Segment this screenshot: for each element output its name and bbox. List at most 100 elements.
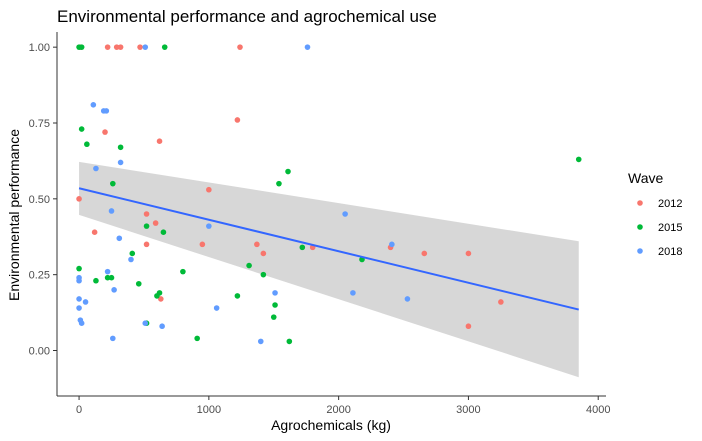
y-axis-title: Environmental performance xyxy=(6,129,22,301)
series-2018 xyxy=(76,44,411,345)
data-point xyxy=(237,44,243,50)
data-point xyxy=(111,287,117,293)
data-point xyxy=(102,129,108,135)
data-point xyxy=(76,196,82,202)
data-point xyxy=(421,250,428,257)
data-point xyxy=(465,250,472,257)
data-point xyxy=(234,117,241,123)
data-point xyxy=(270,314,277,320)
legend: Wave 2012 2015 2018 xyxy=(628,170,682,258)
trend-line xyxy=(78,187,579,311)
legend-items: 2012 2015 2018 xyxy=(637,198,682,258)
data-point xyxy=(276,180,282,187)
data-point xyxy=(156,290,163,296)
x-tick-label: 4000 xyxy=(586,404,610,416)
data-point xyxy=(128,256,134,263)
legend-key-2018 xyxy=(637,248,643,254)
data-point xyxy=(194,335,200,342)
y-tick-label: 0.25 xyxy=(29,270,50,282)
data-point xyxy=(110,180,116,187)
data-point xyxy=(404,296,411,302)
x-tick-label: 0 xyxy=(76,404,82,416)
x-axis-ticks: 0 1000 2000 3000 4000 xyxy=(76,396,610,416)
x-axis-title: Agrochemicals (kg) xyxy=(271,417,391,433)
data-point xyxy=(143,211,150,217)
data-point xyxy=(206,223,212,229)
data-point xyxy=(110,335,116,342)
data-point xyxy=(498,299,504,305)
data-point xyxy=(104,268,111,275)
data-point xyxy=(91,229,98,235)
data-point xyxy=(82,299,89,305)
series-2012 xyxy=(76,44,504,330)
data-point xyxy=(116,235,123,242)
data-point xyxy=(206,186,212,193)
data-point xyxy=(257,338,264,345)
data-point xyxy=(285,168,291,175)
data-point xyxy=(159,323,165,330)
data-point xyxy=(350,290,356,296)
data-point xyxy=(76,277,82,284)
data-point xyxy=(213,305,220,311)
data-point xyxy=(78,44,85,50)
data-point xyxy=(137,44,143,50)
y-tick-label: 0.00 xyxy=(29,346,50,358)
x-tick-label: 2000 xyxy=(326,404,350,416)
data-point xyxy=(158,296,164,302)
data-point xyxy=(117,44,124,50)
data-point xyxy=(142,44,149,50)
data-point xyxy=(234,293,241,299)
data-point xyxy=(286,338,293,345)
data-point xyxy=(93,277,99,284)
data-point xyxy=(90,102,97,108)
data-point xyxy=(260,271,267,278)
confidence-band xyxy=(79,161,579,378)
data-point xyxy=(152,220,159,226)
legend-key-2015 xyxy=(637,224,643,230)
confidence-band-layer xyxy=(79,161,579,378)
legend-label-2012: 2012 xyxy=(658,198,682,210)
data-point xyxy=(76,296,82,302)
data-point xyxy=(342,211,348,217)
data-point xyxy=(76,265,82,272)
data-point xyxy=(108,274,115,281)
series-2015 xyxy=(76,44,582,345)
chart-title: Environmental performance and agrochemic… xyxy=(57,7,437,26)
trend-line-layer xyxy=(78,187,579,311)
data-point xyxy=(78,126,85,132)
x-tick-label: 3000 xyxy=(456,404,480,416)
data-point xyxy=(143,223,150,229)
data-point xyxy=(93,165,99,172)
y-tick-label: 1.00 xyxy=(29,42,50,54)
data-point xyxy=(389,241,395,248)
data-point xyxy=(103,108,110,114)
data-point xyxy=(575,156,582,163)
y-axis-ticks: 0.00 0.25 0.50 0.75 1.00 xyxy=(29,42,57,358)
y-tick-label: 0.75 xyxy=(29,118,50,130)
legend-label-2018: 2018 xyxy=(658,246,682,258)
data-point xyxy=(143,241,150,248)
data-point xyxy=(160,229,167,235)
data-point xyxy=(299,244,306,251)
data-point xyxy=(84,141,90,148)
data-point xyxy=(104,44,111,50)
points-layer xyxy=(76,44,582,345)
data-point xyxy=(272,290,278,296)
data-point xyxy=(260,250,267,257)
data-point xyxy=(117,159,124,166)
legend-title: Wave xyxy=(628,170,663,186)
data-point xyxy=(117,144,124,151)
data-point xyxy=(254,241,260,248)
data-point xyxy=(78,320,85,327)
x-tick-label: 1000 xyxy=(197,404,221,416)
data-point xyxy=(142,320,149,327)
data-point xyxy=(272,302,278,308)
data-point xyxy=(104,274,111,281)
data-point xyxy=(113,44,120,50)
data-point xyxy=(180,268,186,275)
data-point xyxy=(135,280,142,287)
data-point xyxy=(76,305,82,311)
data-point xyxy=(246,262,252,269)
legend-key-2012 xyxy=(637,200,643,206)
